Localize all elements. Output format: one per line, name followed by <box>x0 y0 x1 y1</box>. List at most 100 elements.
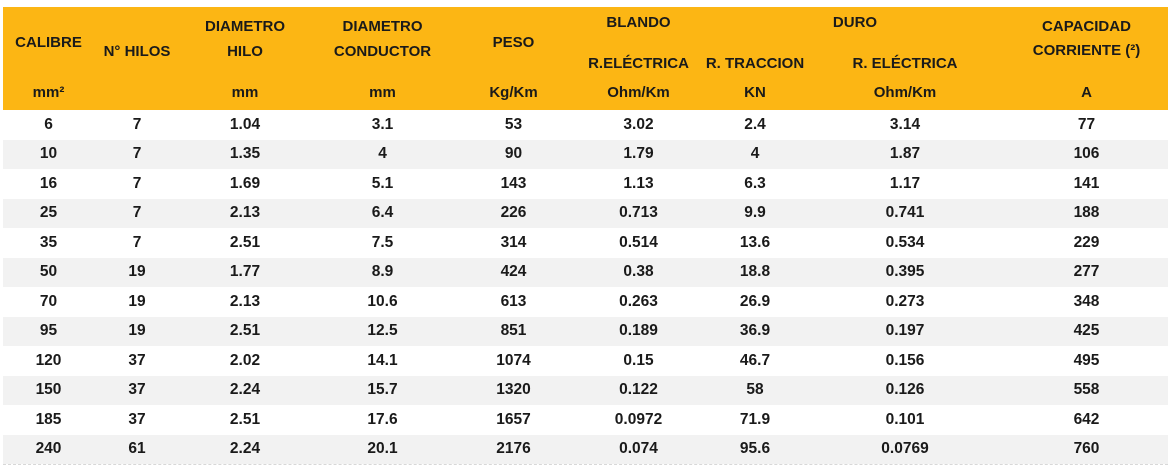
table-cell: 1.79 <box>623 145 654 163</box>
table-cell: 61 <box>128 440 146 458</box>
table-row: 6 7 1.04 3.1 53 3.02 2.4 3.14 77 <box>3 110 1168 140</box>
header-diametro-conductor: DIAMETRO CONDUCTOR <box>310 7 455 75</box>
table-row: 95 19 2.51 12.5 851 0.189 36.9 0.197 425 <box>3 316 1168 346</box>
table-cell: 17.6 <box>367 410 398 428</box>
table-cell: 1.13 <box>623 174 654 192</box>
header-diametro-conductor-line1: DIAMETRO <box>342 18 423 35</box>
table-cell: 424 <box>500 263 527 281</box>
table-cell: 0.101 <box>885 410 925 428</box>
table-cell: 0.156 <box>885 351 925 369</box>
table-cell: 37 <box>128 381 146 399</box>
cable-specs-table: CALIBRE N° HILOS DIAMETRO HILO DIAMETRO … <box>3 7 1168 465</box>
table-cell: 36.9 <box>739 322 771 340</box>
table-cell: 0.741 <box>885 204 925 222</box>
table-cell: 6 <box>44 115 53 133</box>
table-row: 120 37 2.02 14.1 1074 0.15 46.7 0.156 495 <box>3 346 1168 376</box>
table-cell: 8.9 <box>371 263 394 281</box>
table-cell: 642 <box>1073 410 1100 428</box>
table-cell: 851 <box>500 322 527 340</box>
table-cell: 1320 <box>496 381 531 399</box>
header-duro-traccion-label: R. TRACCION <box>705 55 805 72</box>
table-cell: 15.7 <box>367 381 398 399</box>
table-cell: 2.51 <box>229 233 261 251</box>
table-cell: 46.7 <box>739 351 771 369</box>
table-cell: 0.38 <box>623 263 654 281</box>
table-cell: 0.0972 <box>614 410 663 428</box>
table-cell: 1.69 <box>229 174 261 192</box>
table-cell: 1.17 <box>889 174 921 192</box>
table-cell: 0.263 <box>619 292 658 310</box>
header-blando-group-label: BLANDO <box>606 14 671 31</box>
table-cell: 348 <box>1073 292 1100 310</box>
table-cell: 19 <box>128 263 146 281</box>
table-cell: 0.126 <box>885 381 925 399</box>
table-cell: 4 <box>750 145 760 163</box>
table-cell: 226 <box>500 204 527 222</box>
table-cell: 19 <box>128 292 146 310</box>
table-row: 185 37 2.51 17.6 1657 0.0972 71.9 0.101 642 <box>3 405 1168 435</box>
table-cell: 20.1 <box>367 440 398 458</box>
table-cell: 2.13 <box>229 204 261 222</box>
header-capacidad-line2: CORRIENTE (²) <box>1032 42 1141 59</box>
table-cell: 1.87 <box>889 145 921 163</box>
table-cell: 7 <box>132 174 142 192</box>
table-cell: 0.514 <box>619 233 658 251</box>
header-units-row: mm² mm mm Kg/Km Ohm/Km KN Ohm/Km A <box>3 75 1168 110</box>
unit-diametro-conductor: mm <box>369 84 396 101</box>
table-cell: 50 <box>39 263 58 281</box>
table-cell: 58 <box>746 381 764 399</box>
table-cell: 26.9 <box>739 292 771 310</box>
table-cell: 10.6 <box>367 292 398 310</box>
table-cell: 0.074 <box>619 440 658 458</box>
table-cell: 14.1 <box>367 351 398 369</box>
header-diametro-conductor-line2: CONDUCTOR <box>333 43 432 60</box>
table-cell: 3.14 <box>889 115 921 133</box>
table-cell: 143 <box>500 174 527 192</box>
header-diametro-hilo: DIAMETRO HILO <box>180 7 310 75</box>
header-calibre-label: CALIBRE <box>15 33 82 51</box>
table-cell: 0.197 <box>885 322 925 340</box>
table-row: 50 19 1.77 8.9 424 0.38 18.8 0.395 277 <box>3 257 1168 287</box>
unit-capacidad: A <box>1081 84 1092 101</box>
header-calibre: CALIBRE <box>3 7 94 75</box>
table-cell: 35 <box>39 233 58 251</box>
header-capacidad-line1: CAPACIDAD <box>1042 18 1131 35</box>
unit-diametro-hilo: mm <box>231 84 259 101</box>
table-cell: 0.122 <box>619 381 658 399</box>
table-cell: 77 <box>1077 115 1096 133</box>
header-peso-label: PESO <box>492 33 535 51</box>
table-cell: 95 <box>39 322 58 340</box>
table-cell: 2.02 <box>229 351 261 369</box>
header-title-row: CALIBRE N° HILOS DIAMETRO HILO DIAMETRO … <box>3 7 1168 75</box>
table-cell: 150 <box>35 381 62 399</box>
table-cell: 760 <box>1073 440 1100 458</box>
table-cell: 3.1 <box>371 115 394 133</box>
table-cell: 2.24 <box>229 440 261 458</box>
table-row: 35 7 2.51 7.5 314 0.514 13.6 0.534 229 <box>3 228 1168 258</box>
table-cell: 185 <box>35 410 62 428</box>
table-cell: 120 <box>35 351 62 369</box>
table-cell: 1.04 <box>229 115 261 133</box>
unit-peso: Kg/Km <box>489 84 538 101</box>
table-cell: 0.15 <box>623 351 654 369</box>
table-cell: 277 <box>1073 263 1100 281</box>
header-peso: PESO <box>455 7 572 75</box>
table-cell: 240 <box>35 440 62 458</box>
table-cell: 10 <box>39 145 58 163</box>
table-cell: 71.9 <box>739 410 771 428</box>
header-blando-electrica-label: R.ELÉCTRICA <box>588 55 689 72</box>
table-cell: 12.5 <box>367 322 398 340</box>
table-cell: 9.9 <box>744 204 766 222</box>
table-cell: 141 <box>1073 174 1100 192</box>
table-cell: 7 <box>132 115 142 133</box>
table-cell: 16 <box>39 174 58 192</box>
table-cell: 95.6 <box>739 440 771 458</box>
table-cell: 7 <box>132 233 142 251</box>
table-cell: 2.51 <box>229 410 261 428</box>
table-cell: 613 <box>500 292 527 310</box>
table-row: 25 7 2.13 6.4 226 0.713 9.9 0.741 188 <box>3 198 1168 228</box>
table-header: CALIBRE N° HILOS DIAMETRO HILO DIAMETRO … <box>3 7 1168 110</box>
table-cell: 0.395 <box>885 263 925 281</box>
table-cell: 0.0769 <box>881 440 929 458</box>
table-cell: 188 <box>1073 204 1100 222</box>
